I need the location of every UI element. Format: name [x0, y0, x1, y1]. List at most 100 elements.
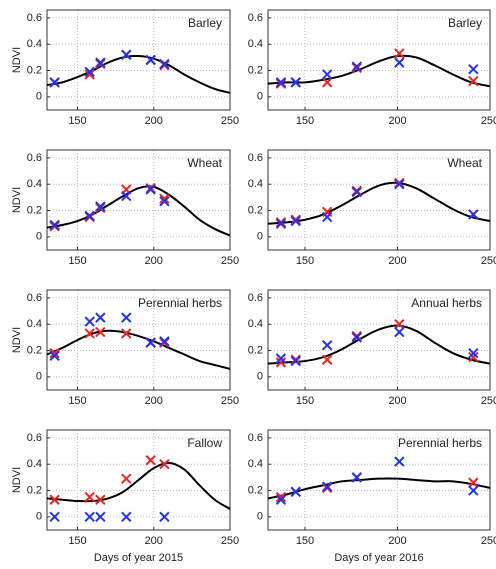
cross-marker — [321, 354, 333, 365]
plot-frame — [46, 289, 231, 391]
cross-marker — [351, 61, 363, 72]
x-tick-label: 250 — [221, 115, 239, 127]
cross-marker — [275, 353, 287, 364]
cross-marker — [468, 351, 479, 363]
cross-marker — [468, 75, 479, 87]
y-tick-label: 0.6 — [27, 432, 42, 444]
x-tick-label: 250 — [221, 255, 239, 267]
cross-marker — [321, 77, 333, 88]
subplot: 0 0.2 0.4 0.6 150 200 250 Annual herbs — [248, 289, 496, 407]
plot-frame — [267, 9, 491, 111]
x-tick-label: 200 — [388, 255, 406, 267]
cross-marker — [321, 481, 333, 492]
cross-marker — [49, 350, 60, 361]
cross-marker — [145, 54, 156, 66]
x-tick-label: 200 — [388, 395, 406, 407]
x-tick-label: 250 — [481, 395, 496, 407]
cross-marker — [49, 219, 60, 231]
cross-marker — [84, 511, 95, 523]
y-tick-label: 0.2 — [27, 64, 42, 76]
cross-marker — [159, 336, 170, 347]
y-tick-label: 0 — [36, 231, 42, 243]
x-tick-label: 150 — [68, 535, 86, 547]
subplot: 0 0.2 0.4 0.6 150 200 250 Fallow NDVI Days of yea… — [11, 429, 239, 564]
cross-marker — [351, 332, 363, 343]
x-tick-label: 200 — [145, 115, 163, 127]
cross-marker — [321, 69, 333, 80]
cross-marker — [275, 218, 287, 229]
subplot: 0 0.2 0.4 0.6 150 200 250 Barley — [248, 9, 496, 127]
y-tick-label: 0 — [257, 371, 263, 383]
plot-title: Perennial herbs — [138, 296, 222, 310]
plot-frame — [267, 429, 491, 531]
y-tick-label: 0.4 — [27, 458, 42, 470]
cross-marker — [84, 69, 95, 80]
cross-marker — [84, 491, 95, 503]
y-tick-label: 0.6 — [27, 12, 42, 24]
cross-marker — [95, 312, 106, 323]
x-tick-label: 150 — [68, 115, 86, 127]
x-tick-label: 250 — [481, 255, 496, 267]
subplot: 0 0.2 0.4 0.6 150 200 250 Perennial herbs NDVI — [11, 289, 239, 407]
cross-marker — [275, 357, 287, 368]
cross-marker — [145, 337, 156, 348]
subplot: 0 0.2 0.4 0.6 150 200 250 Wheat — [248, 149, 496, 267]
cross-marker — [468, 477, 479, 488]
x-tick-label: 200 — [388, 115, 406, 127]
y-tick-label: 0.6 — [27, 292, 42, 304]
cross-marker — [394, 326, 405, 338]
y-tick-label: 0.4 — [248, 318, 263, 330]
cross-marker — [275, 77, 287, 88]
y-tick-label: 0 — [257, 91, 263, 103]
cross-marker — [121, 328, 132, 339]
y-axis-label: NDVI — [11, 327, 23, 353]
subplot: 0 0.2 0.4 0.6 150 200 250 Wheat NDVI — [11, 149, 239, 267]
y-tick-label: 0 — [36, 371, 42, 383]
cross-marker — [95, 326, 106, 338]
y-tick-label: 0 — [36, 91, 42, 103]
cross-marker — [468, 64, 479, 75]
plot-title: Barley — [448, 16, 482, 30]
cross-marker — [351, 472, 363, 483]
y-axis-label: NDVI — [11, 187, 23, 213]
fit-curve — [47, 55, 230, 94]
y-tick-label: 0.2 — [27, 344, 42, 356]
cross-marker — [290, 486, 301, 498]
cross-marker — [49, 511, 60, 523]
cross-marker — [121, 312, 132, 323]
x-tick-label: 200 — [388, 535, 406, 547]
x-tick-label: 200 — [145, 535, 163, 547]
plot-title: Wheat — [187, 156, 222, 170]
plot-frame — [267, 149, 491, 251]
y-tick-label: 0.6 — [248, 152, 263, 164]
cross-marker — [290, 215, 301, 227]
y-tick-label: 0 — [36, 511, 42, 523]
cross-marker — [290, 355, 301, 367]
x-axis-label: Days of year 2015 — [94, 552, 183, 564]
cross-marker — [84, 328, 95, 339]
cross-marker — [95, 57, 106, 68]
cross-marker — [351, 186, 363, 198]
cross-marker — [84, 210, 95, 221]
cross-marker — [394, 48, 405, 59]
cross-marker — [121, 511, 132, 523]
x-tick-label: 150 — [296, 115, 314, 127]
cross-marker — [95, 494, 106, 505]
fit-curve — [268, 477, 490, 500]
cross-marker — [95, 511, 106, 523]
cross-marker — [49, 77, 60, 88]
cross-marker — [145, 455, 156, 466]
y-axis-label: NDVI — [11, 47, 23, 73]
fit-curve — [47, 461, 230, 510]
fit-curve — [268, 54, 490, 88]
plot-frame — [267, 289, 491, 391]
fit-curve — [47, 185, 230, 237]
y-tick-label: 0.4 — [248, 38, 263, 50]
x-tick-label: 150 — [296, 255, 314, 267]
x-tick-label: 200 — [145, 255, 163, 267]
x-tick-label: 150 — [68, 395, 86, 407]
y-tick-label: 0.2 — [248, 204, 263, 216]
y-tick-label: 0.6 — [248, 292, 263, 304]
cross-marker — [84, 66, 95, 78]
